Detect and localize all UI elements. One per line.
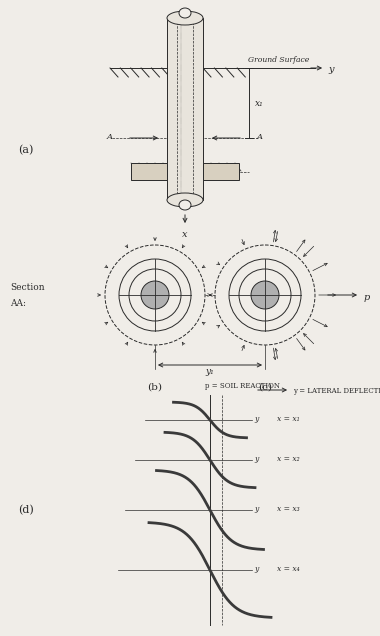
Text: x = x₂: x = x₂: [277, 455, 299, 463]
Text: x = x₁: x = x₁: [277, 415, 299, 423]
Text: (d): (d): [18, 505, 34, 515]
Text: A: A: [257, 133, 263, 141]
Text: x = x₃: x = x₃: [277, 505, 299, 513]
Circle shape: [141, 281, 169, 309]
Ellipse shape: [167, 11, 203, 25]
Bar: [131, 163, 167, 180]
Text: (c): (c): [258, 383, 272, 392]
Ellipse shape: [179, 8, 191, 18]
Circle shape: [251, 281, 279, 309]
Text: y: y: [328, 64, 334, 74]
Ellipse shape: [167, 193, 203, 207]
Text: y₁: y₁: [206, 367, 214, 376]
Text: x₁: x₁: [255, 99, 264, 107]
Text: p = SOIL REACTION: p = SOIL REACTION: [205, 382, 280, 390]
Text: x: x: [182, 230, 188, 239]
Text: y: y: [254, 505, 258, 513]
Text: (a): (a): [18, 145, 33, 155]
Bar: [203, 163, 239, 180]
Text: p: p: [364, 293, 370, 301]
Text: y: y: [254, 415, 258, 423]
Ellipse shape: [179, 200, 191, 210]
Text: AA:: AA:: [10, 298, 26, 307]
Bar: [167, 18, 203, 200]
Text: y = LATERAL DEFLECTION: y = LATERAL DEFLECTION: [293, 387, 380, 395]
Text: y: y: [254, 455, 258, 463]
Text: (b): (b): [147, 383, 163, 392]
Text: x = x₄: x = x₄: [277, 565, 299, 573]
Text: Ground Surface: Ground Surface: [248, 56, 309, 64]
Text: y: y: [254, 565, 258, 573]
Text: A: A: [107, 133, 113, 141]
Text: Section: Section: [10, 282, 44, 291]
